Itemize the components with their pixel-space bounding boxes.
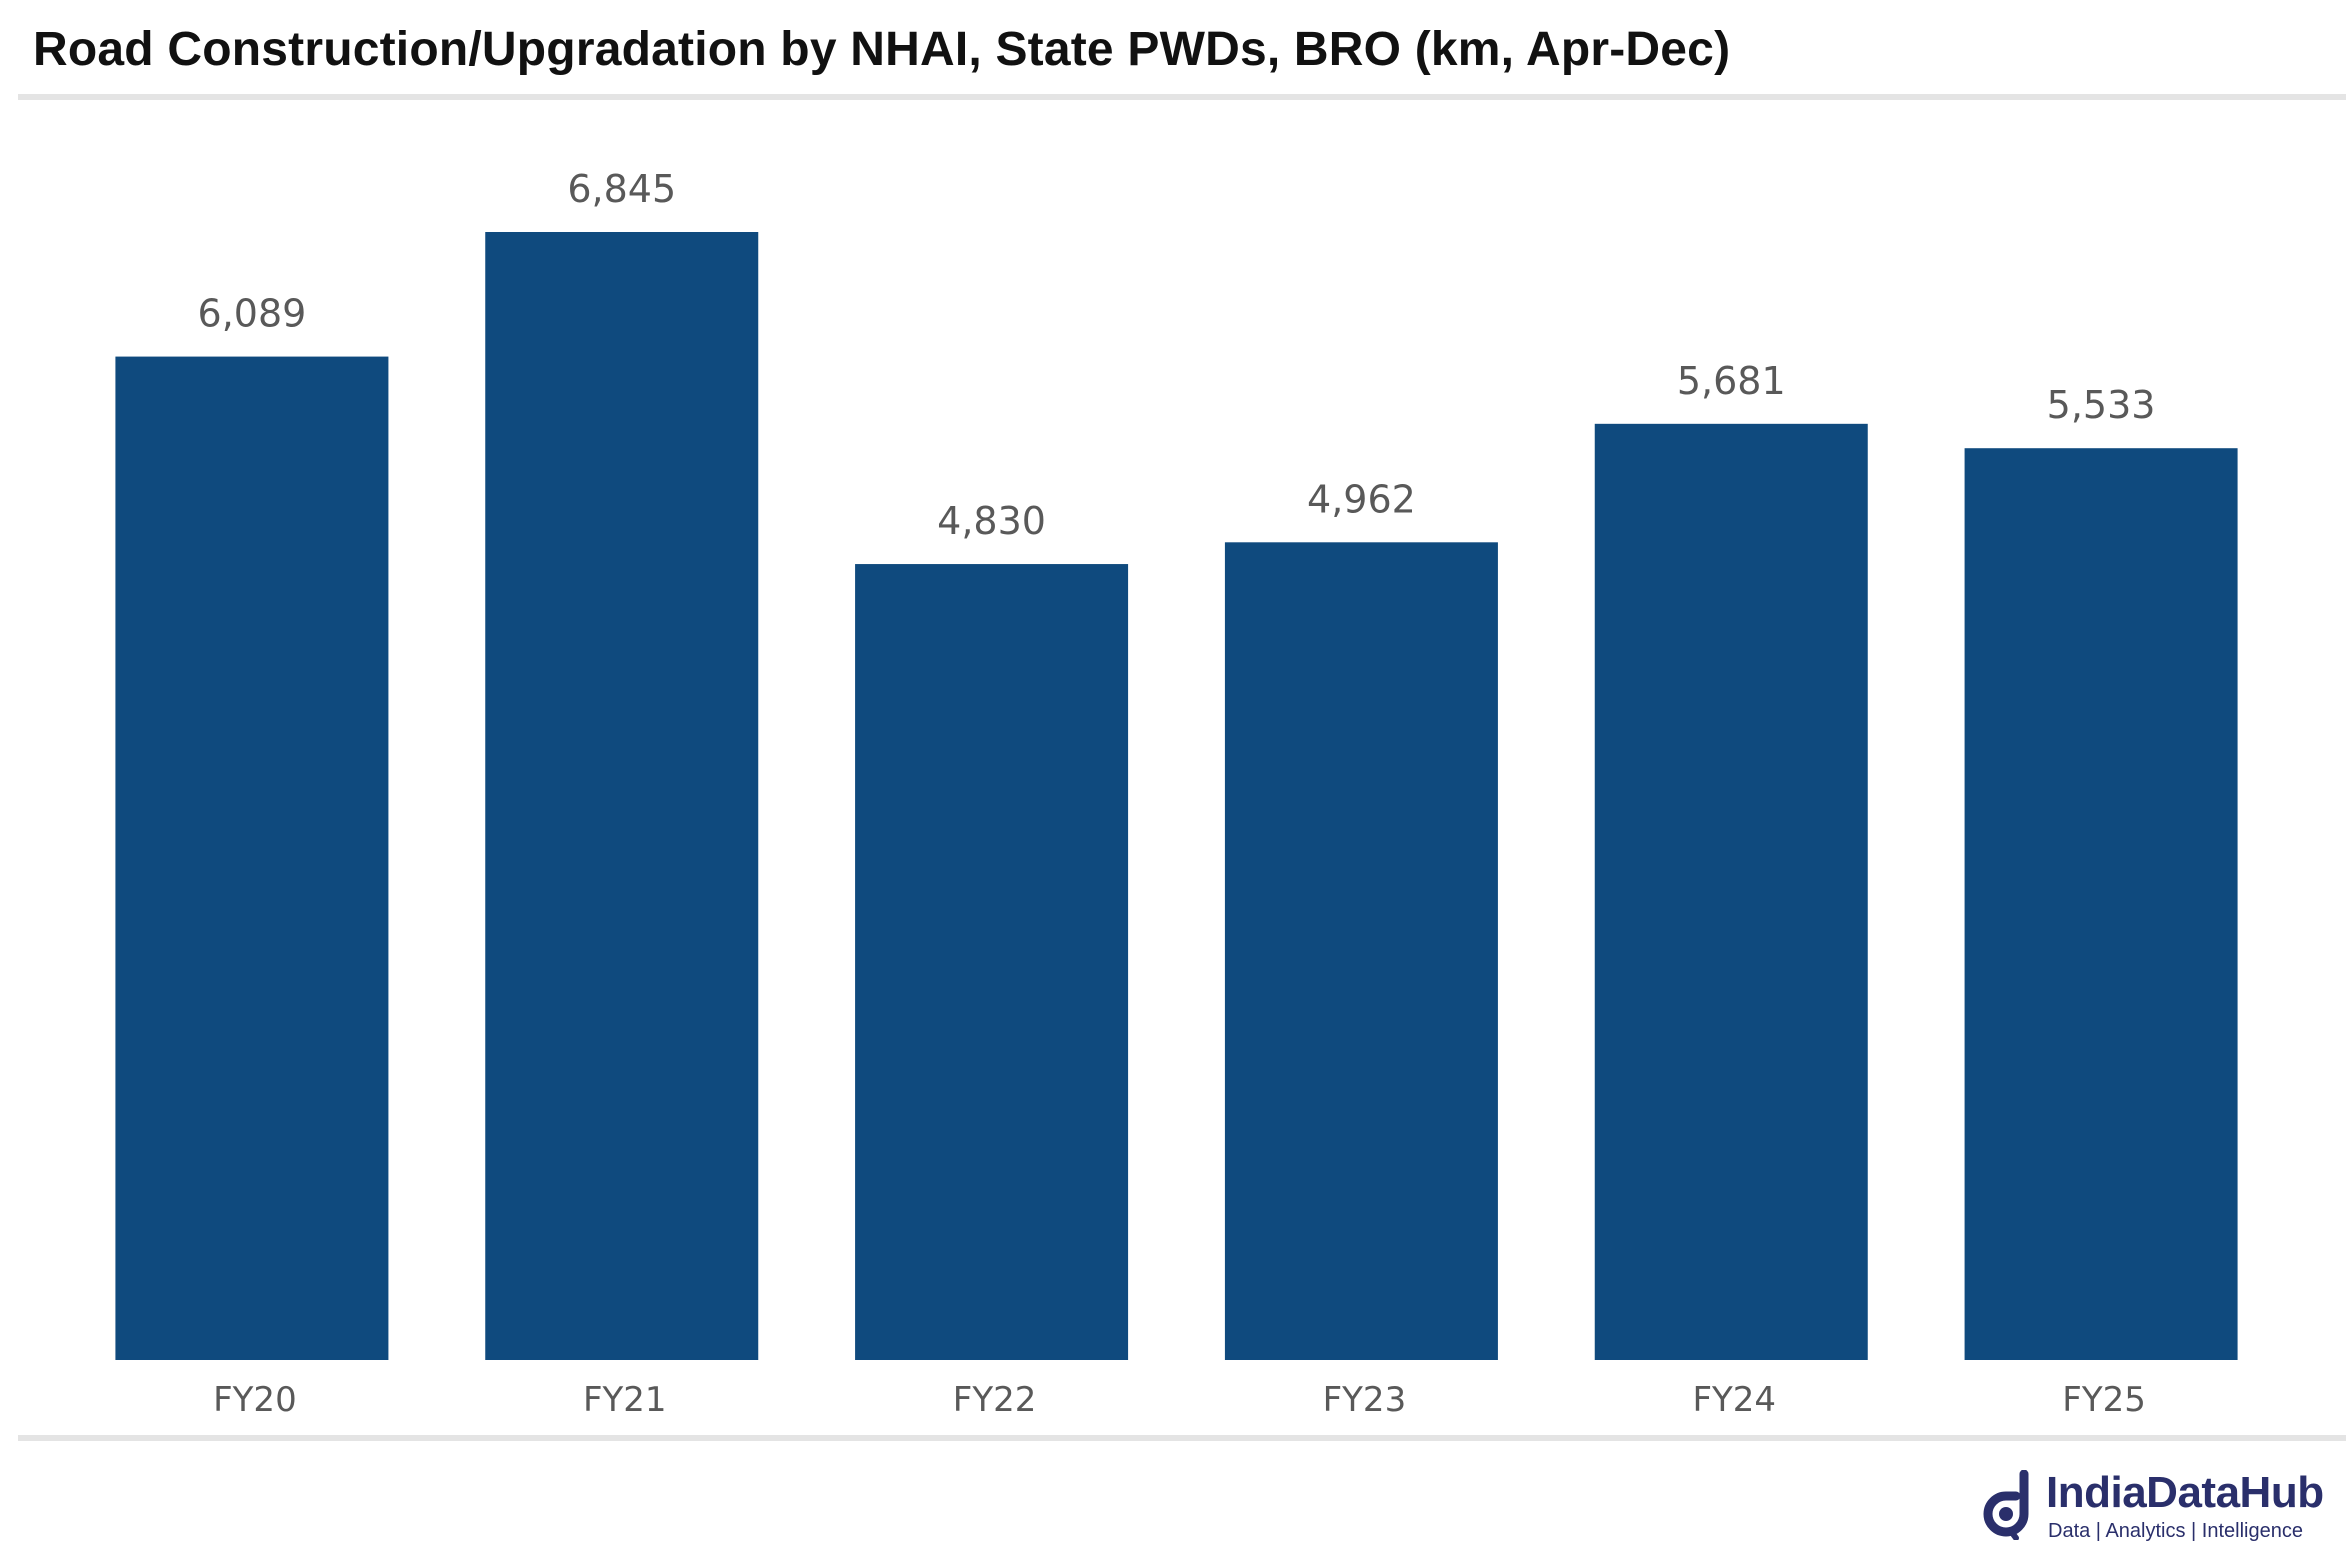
- data-label-fy20: 6,089: [198, 292, 307, 336]
- bar-fy20: [115, 356, 389, 1360]
- bar-fy23: [1224, 542, 1498, 1360]
- x-tick-label-fy20: FY20: [213, 1380, 297, 1420]
- bar-fy25: [1964, 448, 2238, 1360]
- title-divider: [18, 94, 2346, 100]
- x-tick-label-fy23: FY23: [1323, 1380, 1407, 1420]
- x-tick-label-fy22: FY22: [953, 1380, 1037, 1420]
- x-tick-label-fy24: FY24: [1692, 1380, 1776, 1420]
- bar-fy21: [485, 232, 759, 1360]
- data-label-fy21: 6,845: [567, 167, 676, 211]
- brand-tagline: Data | Analytics | Intelligence: [2048, 1520, 2303, 1542]
- bar-fy22: [855, 564, 1129, 1360]
- footer-divider: [18, 1435, 2346, 1441]
- logo-mark-icon: [1983, 1470, 2029, 1540]
- brand-name: IndiaDataHub: [2046, 1468, 2324, 1517]
- chart-title: Road Construction/Upgradation by NHAI, S…: [33, 23, 1731, 76]
- data-label-fy25: 5,533: [2047, 383, 2156, 427]
- data-label-fy22: 4,830: [937, 499, 1046, 543]
- bar-fy24: [1594, 423, 1868, 1360]
- data-label-fy24: 5,681: [1677, 359, 1786, 403]
- data-label-fy23: 4,962: [1307, 477, 1416, 521]
- x-tick-label-fy21: FY21: [583, 1380, 667, 1420]
- indiadatahub-logo: IndiaDataHub Data | Analytics | Intellig…: [1980, 1468, 2340, 1558]
- x-tick-label-fy25: FY25: [2062, 1380, 2146, 1420]
